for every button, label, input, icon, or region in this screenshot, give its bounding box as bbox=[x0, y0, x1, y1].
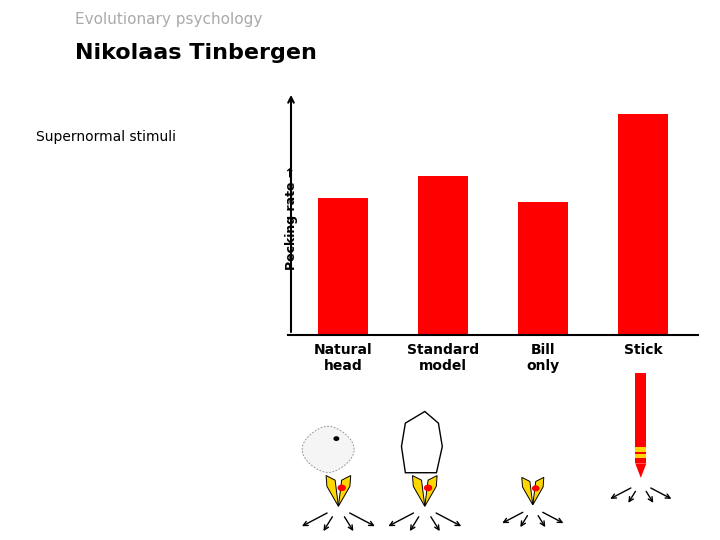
Polygon shape bbox=[425, 476, 437, 507]
Polygon shape bbox=[413, 476, 425, 507]
Text: N: N bbox=[18, 6, 43, 33]
Bar bbox=[418, 176, 468, 335]
Polygon shape bbox=[522, 477, 533, 505]
Bar bbox=[635, 454, 647, 458]
Polygon shape bbox=[302, 426, 354, 472]
Text: C: C bbox=[19, 40, 42, 67]
Text: Pecking rate →: Pecking rate → bbox=[284, 166, 297, 269]
Text: Nikolaas Tinbergen: Nikolaas Tinbergen bbox=[75, 43, 317, 63]
Bar bbox=[518, 202, 568, 335]
Bar bbox=[318, 198, 368, 335]
Polygon shape bbox=[635, 463, 647, 478]
Bar bbox=[635, 373, 647, 463]
Polygon shape bbox=[338, 476, 351, 507]
Circle shape bbox=[338, 485, 345, 490]
Circle shape bbox=[533, 486, 539, 491]
Bar bbox=[635, 447, 647, 452]
Polygon shape bbox=[402, 411, 442, 472]
Circle shape bbox=[425, 485, 431, 490]
Polygon shape bbox=[533, 477, 544, 505]
Circle shape bbox=[334, 437, 338, 440]
Text: Supernormal stimuli: Supernormal stimuli bbox=[35, 130, 176, 144]
Polygon shape bbox=[326, 476, 338, 507]
Bar bbox=[618, 114, 668, 335]
Text: Evolutionary psychology: Evolutionary psychology bbox=[75, 12, 262, 27]
